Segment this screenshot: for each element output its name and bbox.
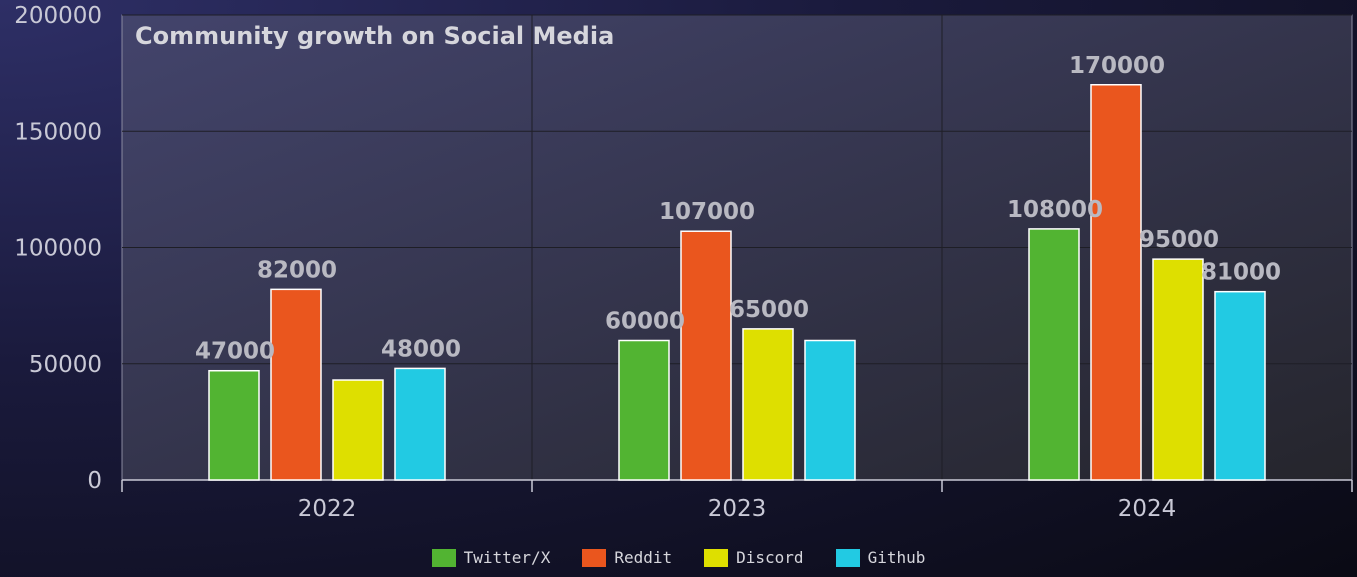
y-tick-label: 150000 xyxy=(14,119,102,145)
y-tick-label: 200000 xyxy=(14,3,102,29)
y-tick-label: 0 xyxy=(87,468,102,494)
data-label: 48000 xyxy=(381,336,461,362)
data-labels: 47000 82000 48000 60000 107000 65000 108000 170… xyxy=(195,53,1281,365)
bar-twitter-x-2022 xyxy=(208,369,260,481)
legend-item[interactable]: Reddit xyxy=(582,548,672,567)
bar-github-2023 xyxy=(804,339,856,481)
bar-github-2024 xyxy=(1214,290,1266,481)
legend-label: Github xyxy=(867,548,926,567)
bar-reddit-2024 xyxy=(1090,84,1142,481)
data-label: 82000 xyxy=(257,257,337,283)
legend: Twitter/X Reddit Discord Github xyxy=(0,548,1357,567)
bar-discord-2024 xyxy=(1152,258,1204,481)
data-label: 108000 xyxy=(1007,197,1103,223)
bars xyxy=(208,84,1266,481)
data-label: 47000 xyxy=(195,339,275,365)
y-tick-label: 50000 xyxy=(29,352,102,378)
y-tick-label: 100000 xyxy=(14,236,102,262)
legend-label: Discord xyxy=(736,548,804,567)
x-tick-label: 2023 xyxy=(708,496,767,522)
legend-item[interactable]: Github xyxy=(835,548,926,567)
legend-label: Twitter/X xyxy=(463,548,551,567)
bar-discord-2022 xyxy=(332,379,384,481)
bar-reddit-2023 xyxy=(680,230,732,481)
bar-twitter-x-2024 xyxy=(1028,228,1080,481)
data-label: 81000 xyxy=(1201,260,1281,286)
legend-item[interactable]: Discord xyxy=(704,548,804,567)
axes: 0 50000 100000 150000 200000 2022 2023 2024 xyxy=(14,3,1353,522)
bar-reddit-2022 xyxy=(270,288,322,481)
bar-twitter-x-2023 xyxy=(618,339,670,481)
legend-swatch xyxy=(431,548,456,567)
x-tick-label: 2024 xyxy=(1118,496,1177,522)
data-label: 107000 xyxy=(659,199,755,225)
data-label: 60000 xyxy=(605,309,685,335)
data-label: 170000 xyxy=(1069,53,1165,79)
legend-swatch xyxy=(704,548,729,567)
chart-title: Community growth on Social Media xyxy=(135,22,614,50)
legend-swatch xyxy=(835,548,860,567)
bar-discord-2023 xyxy=(742,328,794,481)
legend-label: Reddit xyxy=(614,548,673,567)
legend-swatch xyxy=(582,548,607,567)
x-tick-label: 2022 xyxy=(298,496,357,522)
data-label: 95000 xyxy=(1139,227,1219,253)
legend-item[interactable]: Twitter/X xyxy=(431,548,551,567)
bar-github-2022 xyxy=(394,367,446,481)
data-label: 65000 xyxy=(729,297,809,323)
